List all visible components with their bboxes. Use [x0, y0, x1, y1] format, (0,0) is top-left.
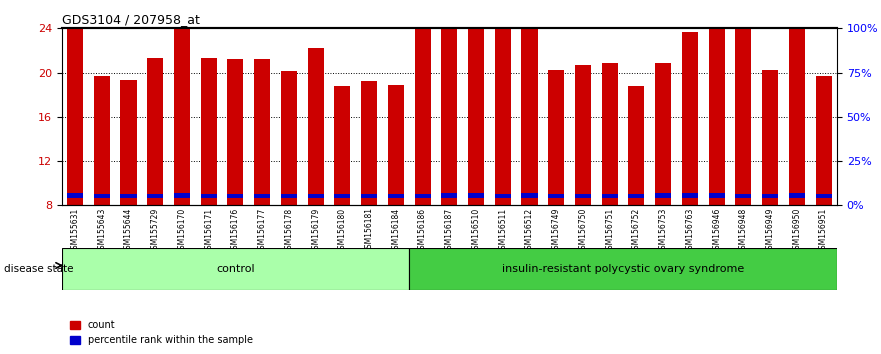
- Bar: [121, 194, 137, 198]
- Text: GSM156950: GSM156950: [792, 207, 802, 254]
- Bar: [762, 194, 778, 198]
- Text: GSM156753: GSM156753: [659, 207, 668, 254]
- Text: GSM156184: GSM156184: [391, 207, 400, 253]
- Text: GSM156752: GSM156752: [632, 207, 641, 254]
- Text: GSM155643: GSM155643: [97, 207, 107, 254]
- Bar: [335, 194, 351, 198]
- Text: GSM156187: GSM156187: [445, 207, 454, 253]
- Bar: [281, 194, 297, 198]
- Bar: [816, 76, 832, 205]
- Bar: [227, 59, 243, 205]
- FancyBboxPatch shape: [409, 248, 837, 290]
- Bar: [816, 194, 832, 198]
- Bar: [335, 86, 351, 205]
- Bar: [67, 28, 83, 205]
- Bar: [575, 65, 591, 205]
- Bar: [174, 15, 190, 205]
- Text: disease state: disease state: [4, 264, 74, 274]
- Bar: [602, 63, 618, 205]
- Bar: [147, 194, 163, 198]
- FancyBboxPatch shape: [62, 248, 409, 290]
- Bar: [93, 76, 110, 205]
- Text: GSM156176: GSM156176: [231, 207, 240, 254]
- Bar: [174, 193, 190, 198]
- Text: GSM156179: GSM156179: [311, 207, 320, 254]
- Text: GSM156170: GSM156170: [177, 207, 187, 254]
- Text: GSM156178: GSM156178: [285, 207, 293, 253]
- Text: GSM155729: GSM155729: [151, 207, 159, 254]
- Bar: [468, 0, 484, 205]
- Bar: [736, 28, 751, 205]
- Bar: [682, 193, 698, 198]
- Bar: [415, 28, 431, 205]
- Bar: [388, 194, 403, 198]
- Text: GDS3104 / 207958_at: GDS3104 / 207958_at: [62, 13, 199, 26]
- Bar: [522, 14, 537, 205]
- Bar: [655, 193, 671, 198]
- Bar: [682, 32, 698, 205]
- Bar: [708, 193, 725, 198]
- Bar: [548, 70, 564, 205]
- Bar: [468, 193, 484, 198]
- Bar: [388, 85, 403, 205]
- Bar: [254, 194, 270, 198]
- Text: GSM156951: GSM156951: [819, 207, 828, 254]
- Bar: [121, 80, 137, 205]
- Text: GSM156177: GSM156177: [257, 207, 267, 254]
- Text: GSM156186: GSM156186: [418, 207, 427, 253]
- Text: GSM156949: GSM156949: [766, 207, 774, 254]
- Text: GSM156171: GSM156171: [204, 207, 213, 253]
- Bar: [495, 28, 511, 205]
- Bar: [227, 194, 243, 198]
- Bar: [736, 194, 751, 198]
- Bar: [67, 193, 83, 198]
- Bar: [201, 58, 217, 205]
- Text: GSM156181: GSM156181: [365, 207, 374, 253]
- Bar: [361, 81, 377, 205]
- Bar: [628, 194, 645, 198]
- Bar: [307, 194, 323, 198]
- Text: GSM156946: GSM156946: [712, 207, 722, 254]
- Text: GSM156763: GSM156763: [685, 207, 694, 254]
- Bar: [147, 58, 163, 205]
- Text: GSM156511: GSM156511: [499, 207, 507, 253]
- Bar: [628, 86, 645, 205]
- Bar: [415, 194, 431, 198]
- Bar: [708, 0, 725, 205]
- Text: GSM155644: GSM155644: [124, 207, 133, 254]
- Bar: [762, 70, 778, 205]
- Text: GSM156510: GSM156510: [471, 207, 480, 254]
- Bar: [788, 0, 805, 205]
- Text: GSM156749: GSM156749: [552, 207, 560, 254]
- Bar: [254, 59, 270, 205]
- Text: insulin-resistant polycystic ovary syndrome: insulin-resistant polycystic ovary syndr…: [502, 264, 744, 274]
- Text: GSM155631: GSM155631: [70, 207, 79, 254]
- Text: GSM156948: GSM156948: [739, 207, 748, 254]
- Bar: [307, 48, 323, 205]
- Text: GSM156751: GSM156751: [605, 207, 614, 254]
- Legend: count, percentile rank within the sample: count, percentile rank within the sample: [67, 316, 256, 349]
- Text: GSM156180: GSM156180: [338, 207, 347, 253]
- Bar: [495, 194, 511, 198]
- Bar: [281, 72, 297, 205]
- Text: GSM156512: GSM156512: [525, 207, 534, 253]
- Bar: [93, 194, 110, 198]
- Bar: [441, 193, 457, 198]
- Bar: [655, 63, 671, 205]
- Text: control: control: [216, 264, 255, 274]
- Bar: [788, 193, 805, 198]
- Bar: [441, 27, 457, 205]
- Bar: [201, 194, 217, 198]
- Bar: [522, 193, 537, 198]
- Bar: [575, 194, 591, 198]
- Bar: [361, 194, 377, 198]
- Bar: [602, 194, 618, 198]
- Text: GSM156750: GSM156750: [579, 207, 588, 254]
- Bar: [548, 194, 564, 198]
